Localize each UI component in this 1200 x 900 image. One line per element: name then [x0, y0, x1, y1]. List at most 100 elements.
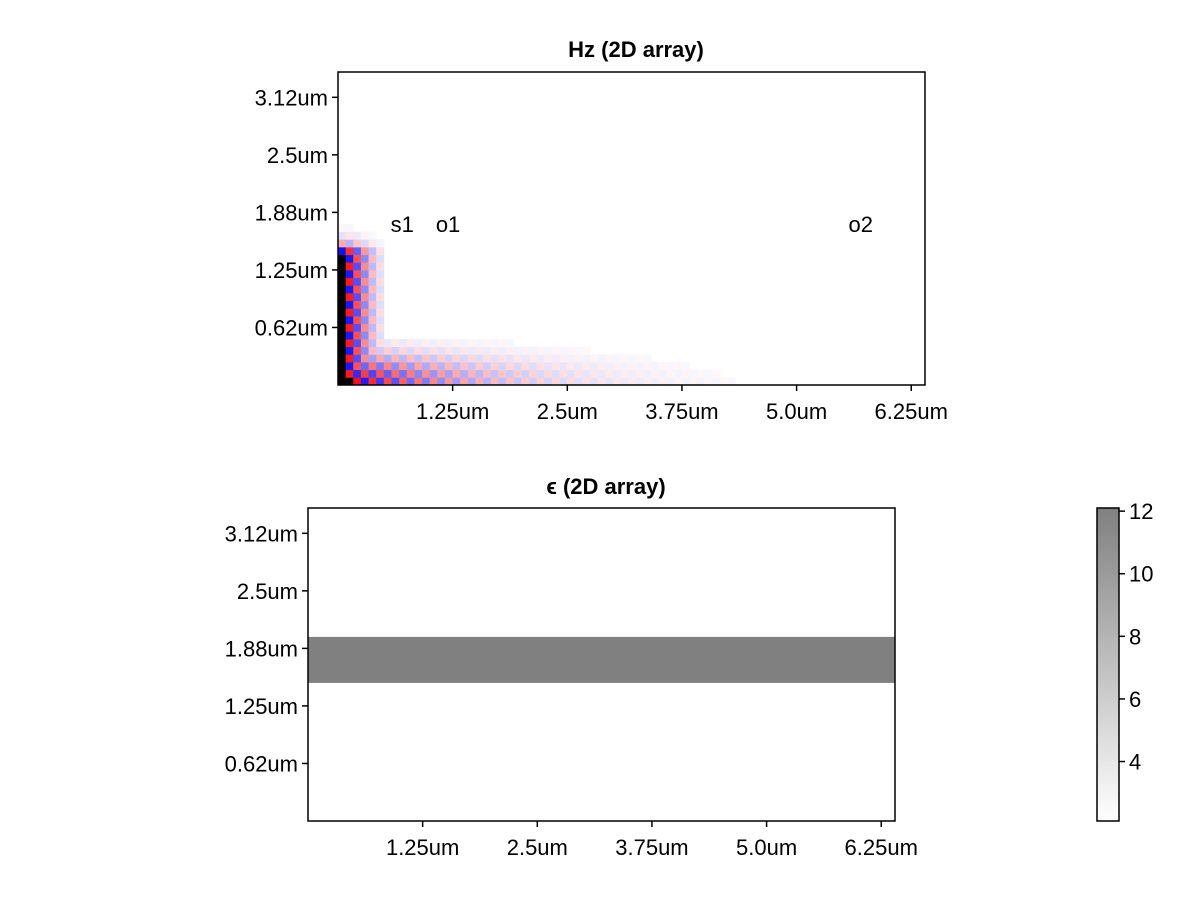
colorbar-gradient: [1096, 507, 1120, 822]
hz-field-cell: [368, 346, 377, 355]
hz-field-cell: [353, 377, 362, 385]
epsilon-x-tick-label: 6.25um: [845, 835, 918, 860]
hz-field-cell: [490, 369, 499, 378]
hz-field-cell: [529, 361, 538, 371]
hz-field-cell: [376, 292, 385, 302]
hz-field-cell: [582, 361, 591, 371]
hz-field-cell: [360, 269, 369, 279]
hz-field-cell: [353, 338, 362, 348]
hz-field-cell: [353, 354, 362, 363]
epsilon-x-tick: 3.75um: [615, 821, 689, 860]
hz-x-tick: 2.5um: [537, 385, 598, 424]
hz-field-cell: [444, 369, 453, 378]
hz-field-cell: [582, 377, 591, 385]
hz-field-cell: [376, 354, 385, 363]
hz-field-cell: [368, 369, 377, 378]
hz-x-tick-label: 2.5um: [537, 399, 598, 424]
hz-field-cell: [613, 361, 622, 371]
hz-field-cell: [338, 369, 347, 378]
hz-field-cell: [597, 361, 606, 371]
hz-field-cell: [376, 239, 385, 248]
epsilon-y-tick-label: 0.62um: [225, 751, 298, 776]
epsilon-x-tick: 2.5um: [507, 821, 568, 860]
hz-field-cell: [567, 369, 576, 378]
hz-field-cell: [368, 254, 377, 263]
hz-field-cell: [704, 377, 713, 385]
hz-field-cell: [475, 338, 484, 348]
hz-field-cell: [345, 246, 354, 256]
hz-field-cell: [376, 254, 385, 263]
hz-field-cell: [551, 354, 560, 363]
hz-field-cell: [360, 262, 369, 271]
hz-field-cell: [338, 377, 347, 385]
hz-field-cell: [574, 361, 583, 371]
annotation-s1: s1: [391, 212, 414, 237]
epsilon-y-tick: 0.62um: [225, 751, 308, 776]
hz-panel: Hz (2D array) s1 o1 o2 1.25um 2.5um 3.75…: [255, 37, 948, 424]
hz-x-tick: 3.75um: [645, 385, 719, 424]
hz-field-cell: [536, 361, 545, 371]
hz-x-tick-label: 1.25um: [416, 399, 489, 424]
hz-field-cell: [437, 369, 446, 378]
hz-field-cell: [582, 369, 591, 378]
colorbar-tick: 6: [1119, 687, 1141, 712]
hz-field-cell: [437, 354, 446, 363]
hz-field-cell: [345, 292, 354, 302]
epsilon-x-tick: 1.25um: [386, 821, 459, 860]
hz-field-cell: [467, 346, 476, 355]
hz-field-cell: [536, 377, 545, 385]
epsilon-y-tick: 1.25um: [225, 694, 308, 719]
hz-field-cell: [353, 269, 362, 279]
hz-field-cell: [452, 377, 461, 385]
hz-field-cell: [605, 354, 614, 363]
hz-field-cell: [429, 361, 438, 371]
hz-field-cell: [444, 361, 453, 371]
hz-field-cell: [689, 377, 698, 385]
hz-y-tick: 2.5um: [267, 143, 338, 168]
hz-field-cell: [414, 338, 423, 348]
hz-field-cell: [544, 354, 553, 363]
hz-field-cell: [345, 346, 354, 355]
epsilon-region: [308, 636, 895, 683]
hz-field-cell: [521, 354, 530, 363]
hz-plot-background: [338, 72, 925, 385]
epsilon-y-axis: 3.12um 2.5um 1.88um 1.25um 0.62um: [225, 521, 308, 776]
hz-field-cell: [460, 377, 469, 385]
hz-field-cell: [338, 262, 347, 271]
epsilon-x-tick-label: 5.0um: [736, 835, 797, 860]
hz-field-cell: [567, 377, 576, 385]
colorbar-tick-label: 4: [1129, 750, 1141, 775]
hz-field-cell: [620, 369, 629, 378]
hz-field-cell: [353, 292, 362, 302]
hz-field-cell: [544, 377, 553, 385]
hz-field-cell: [697, 377, 706, 385]
hz-field-cell: [429, 354, 438, 363]
hz-field-cell: [368, 308, 377, 317]
colorbar-tick-label: 10: [1129, 562, 1153, 587]
hz-field-cell: [345, 239, 354, 248]
hz-field-cell: [628, 377, 637, 385]
hz-field-cell: [338, 269, 347, 279]
hz-field-cell: [483, 369, 492, 378]
hz-field-cell: [353, 323, 362, 332]
hz-field-cell: [383, 377, 392, 385]
hz-field-cell: [345, 354, 354, 363]
hz-field-cell: [391, 346, 400, 355]
hz-field-cell: [506, 377, 515, 385]
hz-field-cell: [338, 231, 347, 240]
hz-field-cell: [712, 369, 721, 378]
hz-field-cells: [338, 223, 736, 385]
hz-annotations: s1 o1 o2: [391, 212, 873, 237]
hz-field-cell: [506, 346, 515, 355]
hz-field-cell: [536, 346, 545, 355]
hz-field-cell: [490, 338, 499, 348]
hz-field-cell: [590, 369, 599, 378]
hz-field-cell: [467, 338, 476, 348]
hz-field-cell: [605, 369, 614, 378]
hz-field-cell: [620, 377, 629, 385]
hz-field-cell: [590, 354, 599, 363]
colorbar-tick-label: 8: [1129, 624, 1141, 649]
hz-field-cell: [704, 369, 713, 378]
hz-field-cell: [643, 354, 652, 363]
hz-field-cell: [376, 361, 385, 371]
